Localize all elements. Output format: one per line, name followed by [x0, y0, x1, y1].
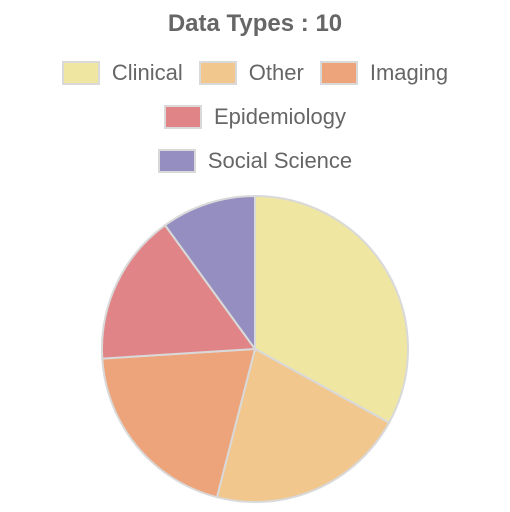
pie-slice-clinical[interactable]	[254, 194, 409, 425]
pie-slice-other[interactable]	[215, 347, 391, 503]
legend-label-clinical: Clinical	[111, 60, 183, 85]
pie-slice-social-science[interactable]	[163, 194, 256, 353]
legend-label-imaging: Imaging	[369, 60, 449, 85]
legend-row-3: Social Science	[0, 148, 510, 174]
legend-label-epidemiology: Epidemiology	[213, 104, 347, 129]
legend-swatch-epidemiology	[163, 105, 202, 129]
legend-item-imaging[interactable]: Imaging	[319, 60, 449, 86]
legend-item-clinical[interactable]: Clinical	[61, 60, 183, 86]
legend-row-1: Clinical Other Imaging	[0, 60, 510, 86]
legend-swatch-clinical	[61, 61, 100, 85]
legend-label-social-science: Social Science	[207, 148, 353, 173]
pie-slice-imaging[interactable]	[101, 347, 257, 499]
pie-slice-epidemiology[interactable]	[100, 223, 257, 360]
legend-swatch-other	[198, 61, 237, 85]
legend-item-other[interactable]: Other	[198, 60, 304, 86]
legend-swatch-imaging	[319, 61, 358, 85]
legend-label-other: Other	[248, 60, 304, 85]
chart-title: Data Types : 10	[167, 10, 343, 37]
legend-item-epidemiology[interactable]: Epidemiology	[163, 104, 347, 130]
legend-swatch-social-science	[157, 149, 196, 173]
legend-item-social-science[interactable]: Social Science	[157, 148, 353, 174]
legend-row-2: Epidemiology	[0, 104, 510, 130]
